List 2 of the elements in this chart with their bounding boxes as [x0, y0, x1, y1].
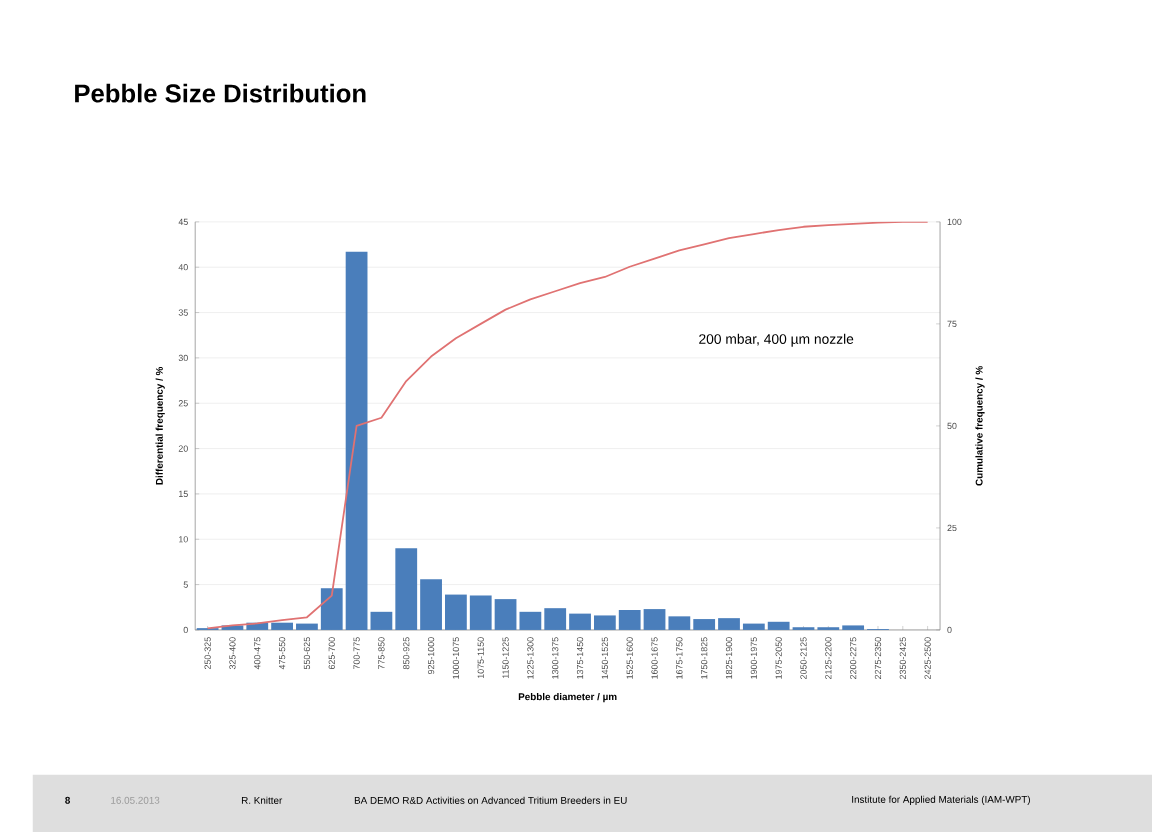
chart-title: Pebble Size Distribution — [75, 83, 366, 103]
line-series — [206, 221, 929, 630]
